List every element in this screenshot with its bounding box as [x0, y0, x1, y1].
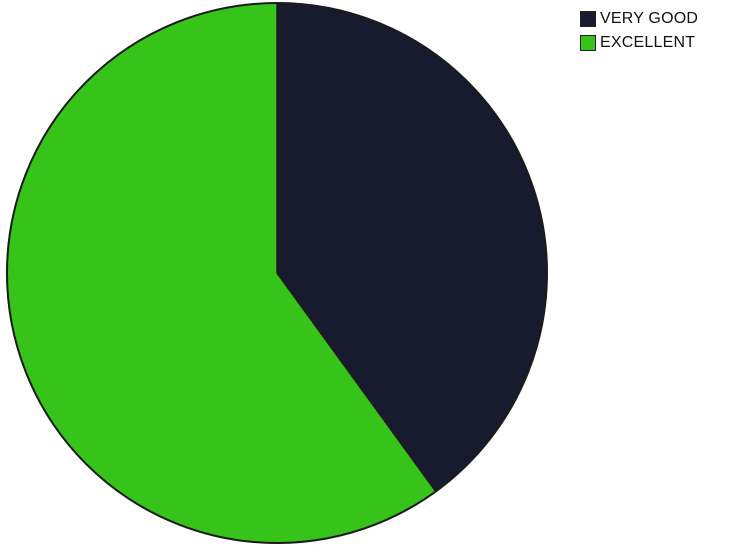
legend-label-very-good: VERY GOOD	[600, 10, 699, 27]
legend-swatch-excellent	[580, 35, 596, 51]
legend-label-excellent: EXCELLENT	[600, 34, 696, 51]
pie-outline	[6, 2, 548, 544]
legend-item-excellent: EXCELLENT	[580, 32, 698, 54]
chart-legend: VERY GOOD EXCELLENT	[580, 8, 698, 54]
legend-swatch-very-good	[580, 11, 596, 27]
legend-item-very-good: VERY GOOD	[580, 8, 698, 30]
